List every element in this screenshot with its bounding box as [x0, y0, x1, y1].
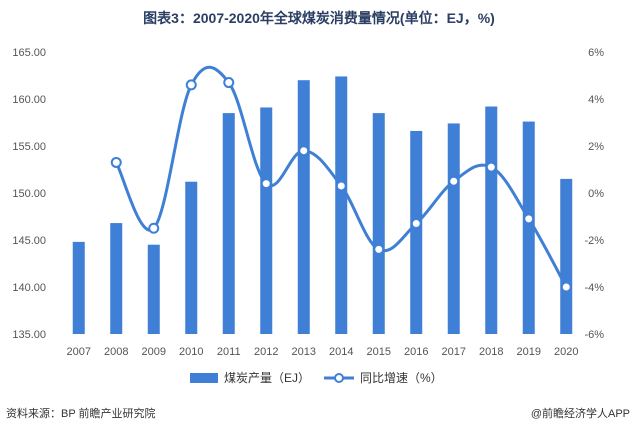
- bar: [335, 76, 348, 334]
- left-axis: 135.00 140.00 145.00 150.00 155.00 160.00 165.…: [12, 47, 46, 341]
- x-tick-label: 2013: [292, 346, 316, 358]
- bar: [260, 107, 273, 335]
- legend: 煤炭产量（EJ） 同比增速（%）: [190, 371, 443, 385]
- right-tick-label: 2%: [588, 141, 604, 153]
- legend-line-label: 同比增速（%）: [360, 371, 443, 385]
- line-point: [298, 145, 310, 157]
- credit-note: @前瞻经济学人APP: [530, 408, 630, 420]
- right-tick-label: 0%: [588, 188, 604, 200]
- line-point: [110, 156, 122, 168]
- chart-title: 图表3：2007-2020年全球煤炭消费量情况(单位：EJ，%): [143, 10, 495, 26]
- right-tick-label: 6%: [588, 47, 604, 59]
- right-tick-label: -2%: [584, 235, 604, 247]
- legend-line-marker: [334, 373, 344, 383]
- bar: [110, 223, 123, 334]
- line-point: [335, 180, 347, 192]
- right-tick-label: 4%: [588, 94, 604, 106]
- x-tick-label: 2014: [329, 346, 353, 358]
- x-tick-label: 2017: [442, 346, 466, 358]
- legend-bar-swatch: [190, 373, 218, 383]
- line-point: [560, 281, 572, 293]
- x-tick-label: 2007: [67, 346, 91, 358]
- bar: [72, 241, 85, 334]
- line-point: [485, 161, 497, 173]
- bar-series: [72, 76, 573, 335]
- line-point: [410, 218, 422, 230]
- right-tick-label: -6%: [584, 329, 604, 341]
- bar: [560, 178, 573, 334]
- left-tick-label: 140.00: [12, 282, 46, 294]
- x-tick-label: 2009: [142, 346, 166, 358]
- line-point: [523, 213, 535, 225]
- x-tick-label: 2008: [104, 346, 128, 358]
- line-point: [148, 222, 160, 234]
- legend-bar-label: 煤炭产量（EJ）: [224, 371, 310, 385]
- bar: [447, 123, 460, 334]
- line-point: [223, 77, 235, 89]
- x-tick-label: 2018: [479, 346, 503, 358]
- left-tick-label: 135.00: [12, 329, 46, 341]
- source-note: 资料来源：BP 前瞻产业研究院: [6, 408, 156, 420]
- bar: [222, 113, 235, 334]
- x-axis: 2007 2008 2009 2010 2011 2012 2013 2014 2015 2016…: [67, 346, 579, 358]
- x-tick-label: 2019: [517, 346, 541, 358]
- bar: [372, 113, 385, 334]
- left-tick-label: 160.00: [12, 94, 46, 106]
- x-tick-label: 2012: [254, 346, 278, 358]
- right-axis: -6% -4% -2% 0% 2% 4% 6%: [584, 47, 604, 341]
- bar: [147, 244, 160, 334]
- bar: [485, 106, 498, 335]
- line-point: [373, 243, 385, 255]
- left-tick-label: 145.00: [12, 235, 46, 247]
- line-series: [110, 65, 572, 293]
- bar: [297, 80, 310, 334]
- left-tick-label: 150.00: [12, 188, 46, 200]
- left-tick-label: 155.00: [12, 141, 46, 153]
- bar: [522, 121, 535, 334]
- left-tick-label: 165.00: [12, 47, 46, 59]
- x-tick-label: 2015: [367, 346, 391, 358]
- x-tick-label: 2011: [217, 346, 241, 358]
- bar: [410, 130, 423, 334]
- x-tick-label: 2016: [404, 346, 428, 358]
- bar: [185, 181, 198, 334]
- x-tick-label: 2020: [554, 346, 578, 358]
- line-point: [260, 178, 272, 190]
- line-point: [185, 79, 197, 91]
- right-tick-label: -4%: [584, 282, 604, 294]
- line-point: [448, 175, 460, 187]
- x-tick-label: 2010: [179, 346, 203, 358]
